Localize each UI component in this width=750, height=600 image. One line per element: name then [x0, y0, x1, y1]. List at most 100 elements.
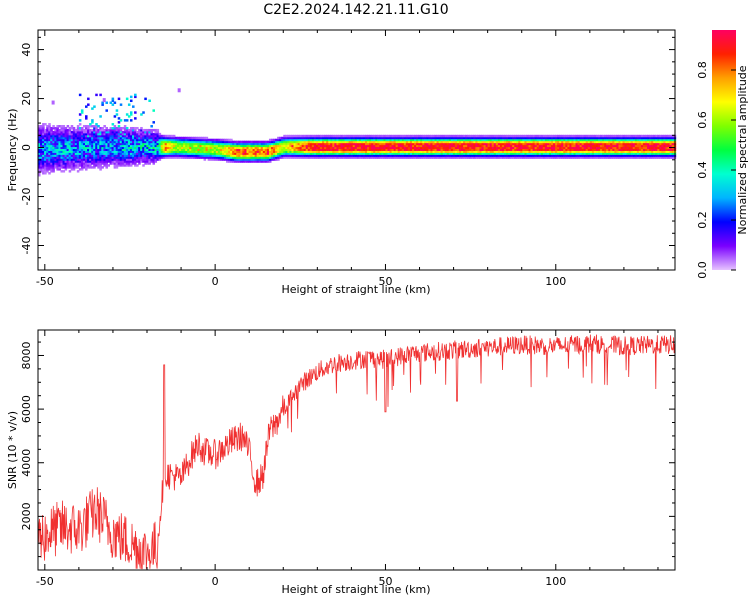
y-tick-label: 2000	[20, 502, 33, 530]
heatmap-cell	[381, 154, 384, 157]
y-tick-label: 20	[20, 92, 33, 106]
heatmap-cell	[330, 156, 333, 159]
heatmap-cell	[532, 138, 536, 142]
heatmap-cell	[125, 113, 129, 116]
heatmap-cell	[50, 130, 53, 134]
heatmap-cell	[152, 148, 155, 151]
heatmap-cell	[95, 138, 98, 142]
heatmap-cell	[526, 152, 530, 155]
heatmap-cell	[577, 156, 581, 159]
heatmap-cell	[50, 154, 53, 157]
heatmap-cell	[93, 162, 96, 165]
heatmap-cell	[448, 138, 452, 142]
heatmap-cell	[95, 136, 98, 140]
heatmap-cell	[170, 142, 174, 146]
heatmap-cell	[551, 146, 554, 150]
heatmap-cell	[397, 136, 401, 140]
heatmap-cell	[266, 160, 270, 163]
heatmap-cell	[585, 150, 589, 153]
heatmap-cell	[483, 134, 487, 138]
heatmap-cell	[356, 152, 360, 155]
heatmap-cell	[271, 142, 274, 146]
heatmap-cell	[659, 148, 662, 151]
heatmap-cell	[205, 156, 209, 159]
heatmap-cell	[448, 154, 452, 157]
heatmap-cell	[336, 152, 339, 155]
heatmap-cell	[70, 146, 74, 150]
heatmap-cell	[634, 156, 638, 159]
heatmap-cell	[203, 142, 207, 146]
heatmap-cell	[671, 134, 675, 138]
heatmap-cell	[567, 140, 570, 144]
heatmap-cell	[138, 128, 141, 132]
heatmap-cell	[97, 154, 100, 157]
heatmap-cell	[268, 152, 272, 155]
heatmap-cell	[534, 144, 538, 148]
heatmap-cell	[561, 134, 564, 138]
heatmap-cell	[242, 154, 245, 157]
heatmap-cell	[74, 148, 78, 151]
heatmap-cell	[420, 154, 423, 157]
heatmap-cell	[634, 150, 638, 153]
heatmap-cell	[407, 144, 411, 148]
heatmap-cell	[377, 144, 380, 148]
heatmap-cell	[514, 140, 517, 144]
heatmap-cell	[115, 126, 119, 130]
heatmap-cell	[491, 150, 495, 153]
heatmap-cell	[544, 140, 548, 144]
heatmap-cell	[123, 150, 127, 153]
heatmap-cell	[661, 146, 664, 150]
heatmap-cell	[146, 130, 149, 134]
heatmap-cell	[354, 136, 358, 140]
heatmap-cell	[542, 156, 546, 159]
heatmap-cell	[70, 162, 74, 165]
heatmap-cell	[40, 134, 43, 138]
heatmap-cell	[516, 152, 519, 155]
heatmap-cell	[634, 144, 638, 148]
heatmap-cell	[172, 150, 176, 153]
heatmap-cell	[58, 160, 61, 163]
heatmap-cell	[412, 144, 415, 148]
heatmap-cell	[105, 162, 108, 165]
heatmap-cell	[150, 158, 153, 161]
heatmap-cell	[520, 134, 523, 138]
heatmap-cell	[659, 144, 662, 148]
heatmap-cell	[305, 138, 309, 142]
heatmap-cell	[389, 148, 393, 151]
heatmap-cell	[481, 140, 485, 144]
heatmap-cell	[467, 148, 470, 151]
heatmap-cell	[113, 136, 117, 140]
heatmap-cell	[176, 144, 180, 148]
heatmap-cell	[148, 99, 151, 103]
heatmap-cell	[624, 144, 628, 148]
colorbar-label: Normalized spectral amplitude	[736, 65, 749, 234]
heatmap-cell	[246, 142, 250, 146]
heatmap-cell	[551, 138, 554, 142]
heatmap-cell	[369, 148, 372, 151]
heatmap-cell	[508, 144, 511, 148]
heatmap-cell	[89, 132, 92, 136]
heatmap-cell	[397, 150, 401, 153]
heatmap-cell	[230, 144, 233, 148]
heatmap-cell	[444, 144, 448, 148]
heatmap-cell	[91, 144, 94, 148]
heatmap-cell	[299, 152, 303, 155]
heatmap-cell	[91, 150, 94, 153]
heatmap-cell	[487, 134, 491, 138]
heatmap-cell	[140, 138, 143, 142]
heatmap-cell	[651, 136, 654, 140]
heatmap-cell	[487, 156, 491, 159]
heatmap-cell	[38, 152, 41, 155]
heatmap-cell	[401, 152, 405, 155]
heatmap-cell	[74, 132, 78, 136]
heatmap-cell	[452, 152, 456, 155]
heatmap-cell	[56, 136, 59, 140]
heatmap-cell	[134, 130, 137, 134]
heatmap-cell	[320, 154, 323, 157]
heatmap-cell	[179, 142, 182, 146]
heatmap-cell	[46, 166, 49, 169]
heatmap-cell	[201, 144, 205, 148]
heatmap-cell	[608, 134, 611, 138]
heatmap-cell	[199, 140, 202, 144]
heatmap-cell	[340, 154, 344, 157]
